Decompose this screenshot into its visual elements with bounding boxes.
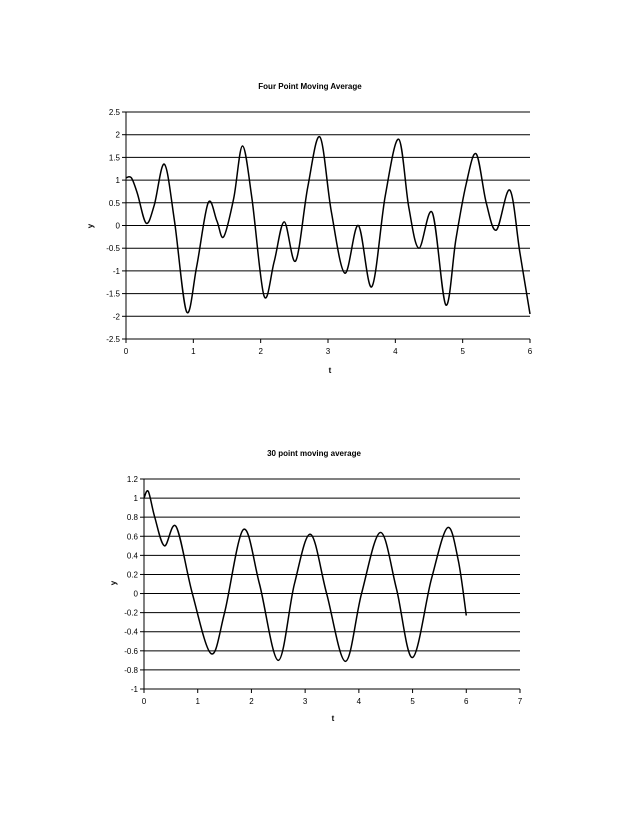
x-axis-label: t bbox=[332, 714, 335, 723]
y-tick-label: -2.5 bbox=[106, 335, 120, 344]
y-tick-label: 2 bbox=[116, 131, 121, 140]
x-tick-label: 2 bbox=[258, 347, 263, 356]
y-tick-label: 0.8 bbox=[127, 513, 139, 522]
y-tick-label: 1.2 bbox=[127, 475, 139, 484]
y-axis-label: y bbox=[109, 580, 118, 585]
y-tick-label: 0.6 bbox=[127, 532, 139, 541]
y-tick-label: 0.4 bbox=[127, 551, 139, 560]
y-tick-label: 0.2 bbox=[127, 570, 139, 579]
y-tick-label: -1.5 bbox=[106, 290, 120, 299]
x-tick-label: 4 bbox=[393, 347, 398, 356]
x-tick-label: 6 bbox=[464, 697, 469, 706]
y-tick-label: -0.5 bbox=[106, 244, 120, 253]
y-tick-label: -0.8 bbox=[124, 666, 138, 675]
y-tick-label: -1 bbox=[131, 685, 139, 694]
chart-title: 30 point moving average bbox=[267, 449, 361, 458]
x-axis-label: t bbox=[329, 366, 332, 375]
y-tick-label: 1.5 bbox=[109, 153, 121, 162]
x-tick-label: 7 bbox=[518, 697, 523, 706]
x-tick-label: 5 bbox=[410, 697, 415, 706]
chart-title: Four Point Moving Average bbox=[258, 82, 362, 91]
x-tick-label: 0 bbox=[124, 347, 129, 356]
x-tick-label: 3 bbox=[303, 697, 308, 706]
x-tick-label: 4 bbox=[357, 697, 362, 706]
series-line bbox=[143, 489, 468, 663]
y-tick-label: 1 bbox=[116, 176, 121, 185]
x-tick-label: 6 bbox=[528, 347, 533, 356]
y-tick-label: -0.4 bbox=[124, 628, 138, 637]
x-tick-label: 0 bbox=[142, 697, 147, 706]
x-tick-label: 2 bbox=[249, 697, 254, 706]
y-tick-label: -0.6 bbox=[124, 647, 138, 656]
y-axis-label: y bbox=[86, 223, 95, 228]
x-tick-label: 5 bbox=[460, 347, 465, 356]
chart-30-point-moving-average: 30 point moving average t y 1.2 1 0.8 0.6 0.… bbox=[109, 449, 523, 723]
y-tick-label: -2 bbox=[113, 312, 121, 321]
y-tick-label: 2.5 bbox=[109, 108, 121, 117]
y-tick-label: 0 bbox=[116, 222, 121, 231]
x-tick-label: 1 bbox=[195, 697, 200, 706]
x-tick-label: 3 bbox=[326, 347, 331, 356]
chart-four-point-moving-average: Four Point Moving Average t y 2.5 2 1.5 1 0.… bbox=[86, 82, 533, 375]
y-tick-label: 0.5 bbox=[109, 199, 121, 208]
y-tick-label: -1 bbox=[113, 267, 121, 276]
x-tick-label: 1 bbox=[191, 347, 196, 356]
series-line bbox=[125, 136, 531, 315]
y-tick-label: 1 bbox=[134, 494, 139, 503]
y-tick-label: -0.2 bbox=[124, 609, 138, 618]
y-tick-label: 0 bbox=[134, 590, 139, 599]
